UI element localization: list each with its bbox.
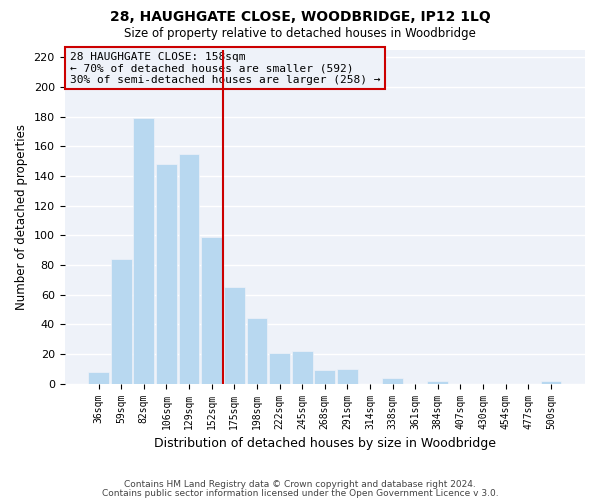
Bar: [133, 118, 154, 384]
Bar: [224, 288, 245, 384]
X-axis label: Distribution of detached houses by size in Woodbridge: Distribution of detached houses by size …: [154, 437, 496, 450]
Y-axis label: Number of detached properties: Number of detached properties: [15, 124, 28, 310]
Bar: [156, 164, 177, 384]
Bar: [111, 259, 131, 384]
Bar: [247, 318, 268, 384]
Bar: [314, 370, 335, 384]
Text: Contains HM Land Registry data © Crown copyright and database right 2024.: Contains HM Land Registry data © Crown c…: [124, 480, 476, 489]
Text: Contains public sector information licensed under the Open Government Licence v : Contains public sector information licen…: [101, 489, 499, 498]
Bar: [269, 352, 290, 384]
Text: Size of property relative to detached houses in Woodbridge: Size of property relative to detached ho…: [124, 28, 476, 40]
Text: 28, HAUGHGATE CLOSE, WOODBRIDGE, IP12 1LQ: 28, HAUGHGATE CLOSE, WOODBRIDGE, IP12 1L…: [110, 10, 490, 24]
Bar: [382, 378, 403, 384]
Bar: [201, 237, 222, 384]
Bar: [292, 351, 313, 384]
Bar: [541, 380, 562, 384]
Bar: [179, 154, 199, 384]
Bar: [427, 380, 448, 384]
Text: 28 HAUGHGATE CLOSE: 158sqm
← 70% of detached houses are smaller (592)
30% of sem: 28 HAUGHGATE CLOSE: 158sqm ← 70% of deta…: [70, 52, 380, 85]
Bar: [337, 369, 358, 384]
Bar: [88, 372, 109, 384]
